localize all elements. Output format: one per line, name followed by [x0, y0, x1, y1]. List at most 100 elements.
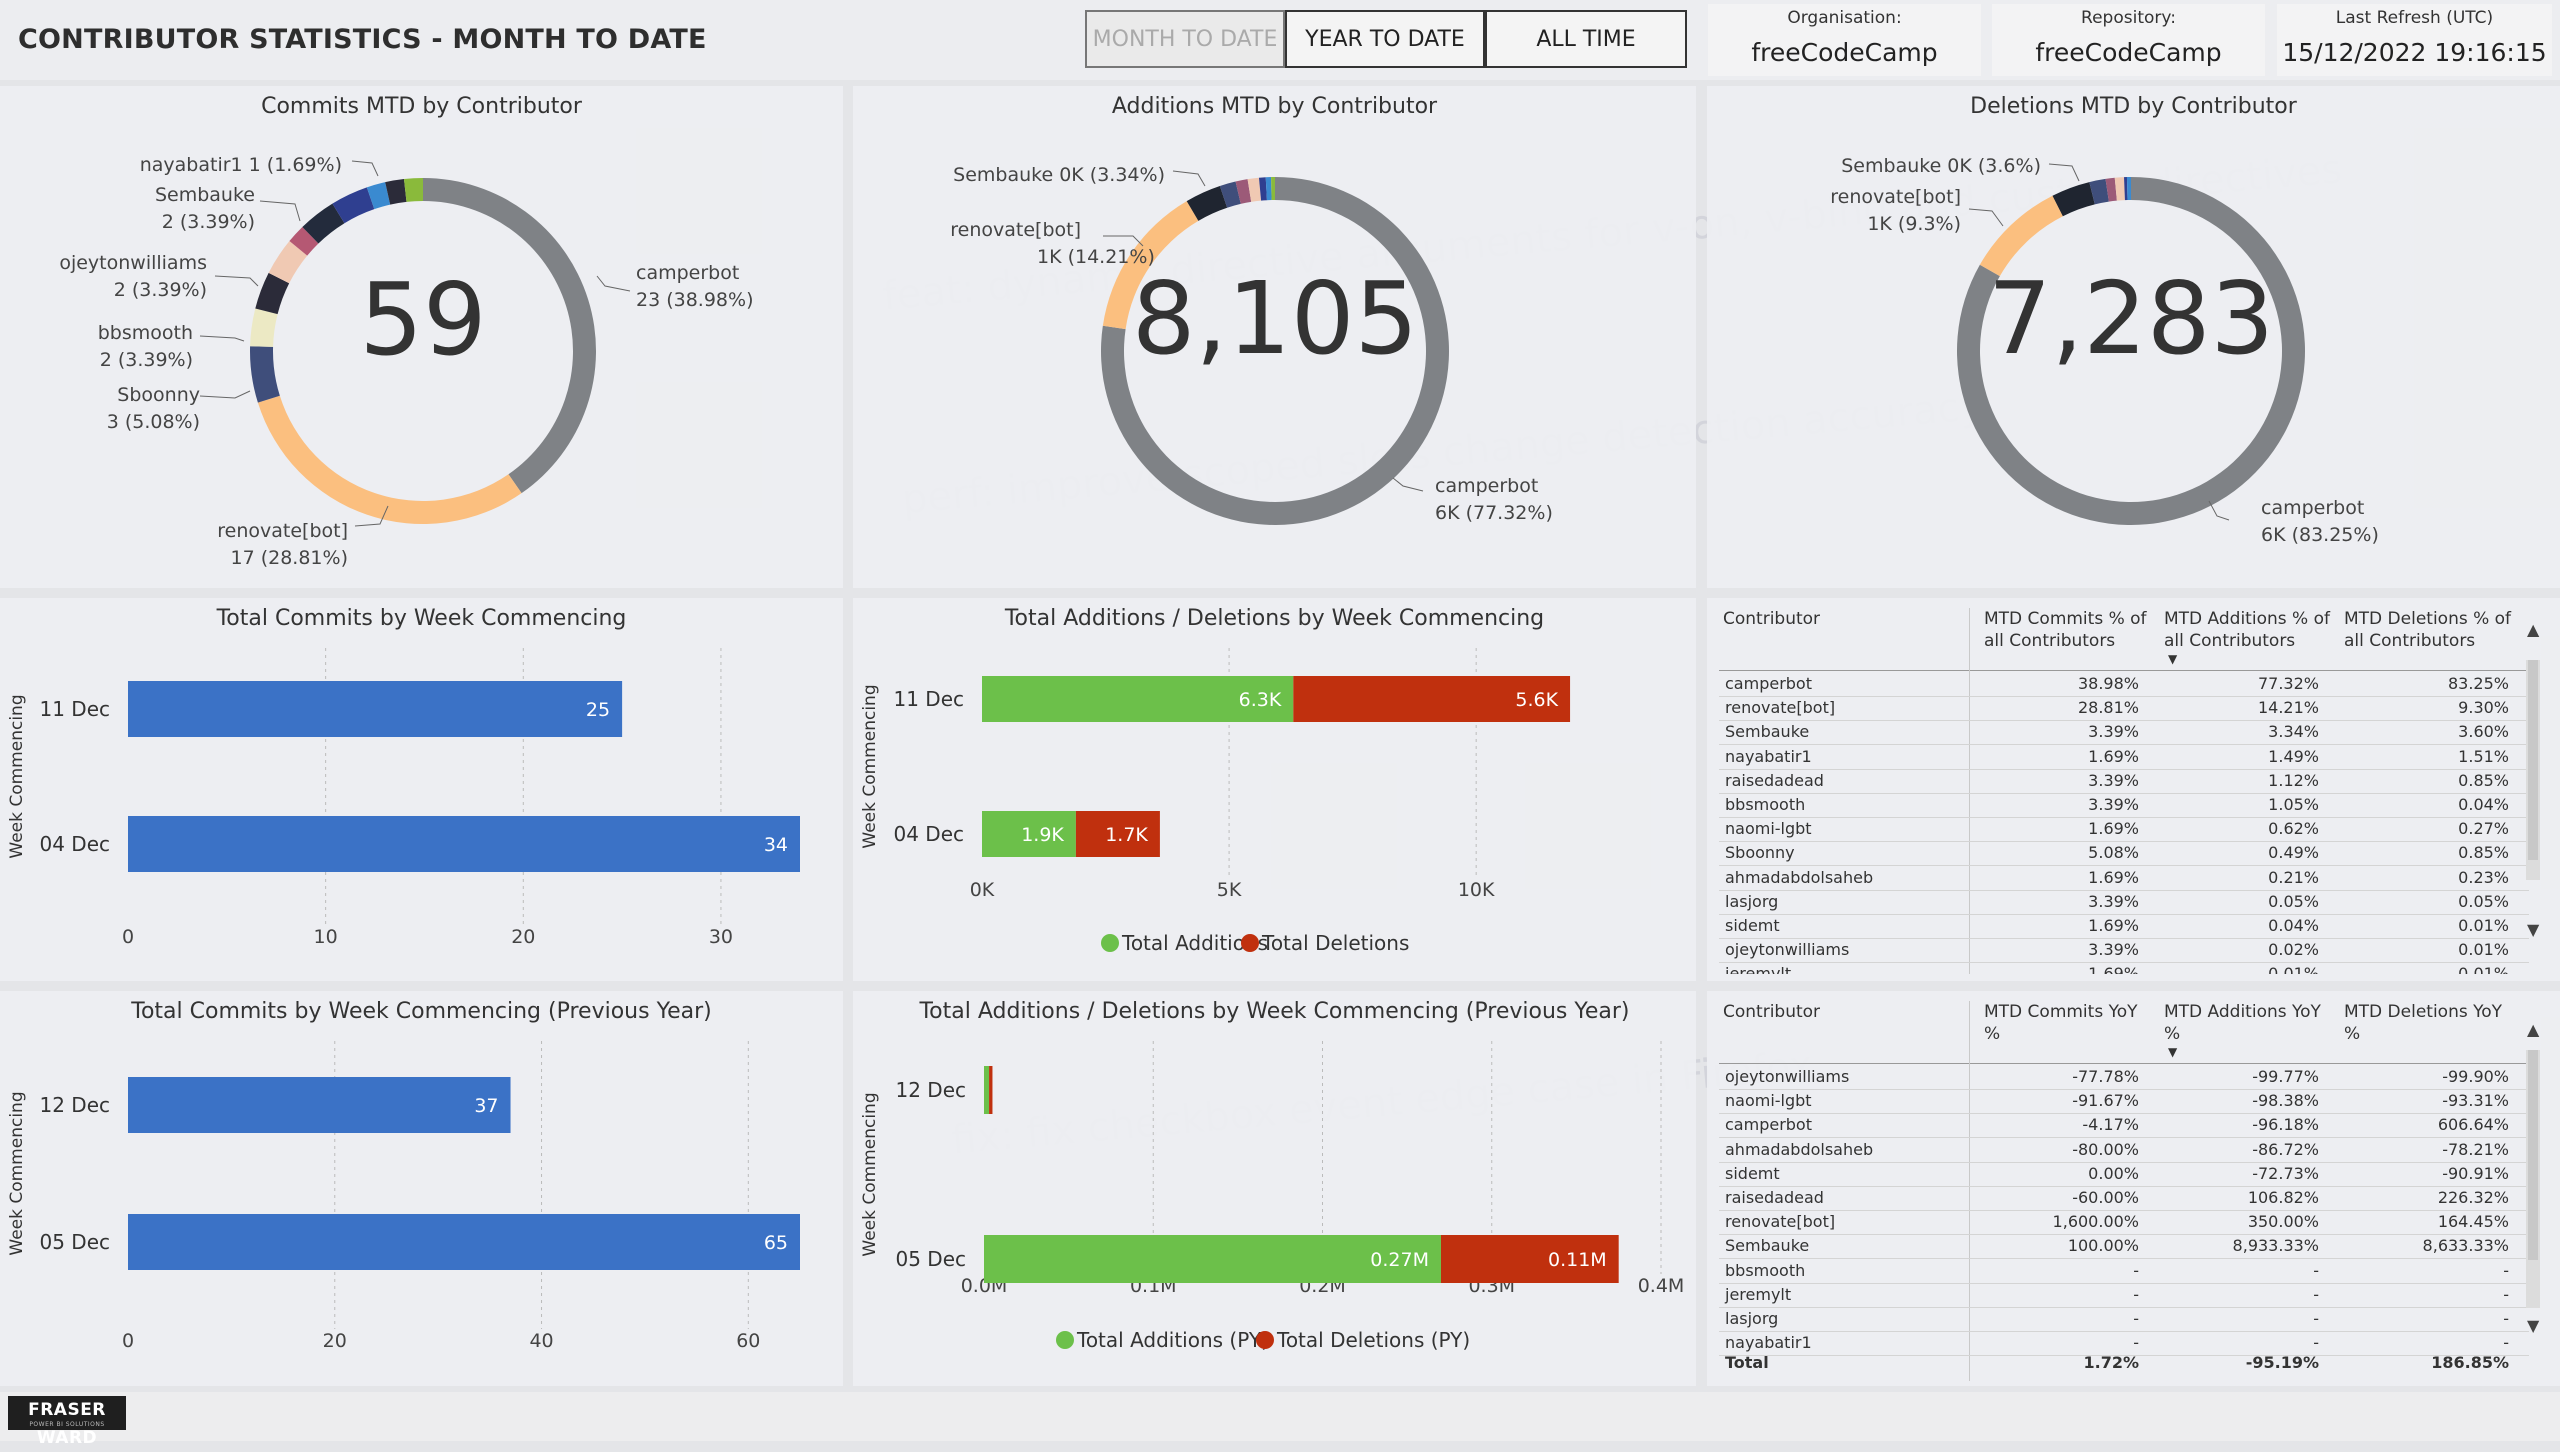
table-row[interactable]: ahmadabdolsaheb 1.69% 0.21% 0.23%	[1719, 866, 2529, 891]
table-row[interactable]: jeremylt - - -	[1719, 1283, 2529, 1308]
table-header-contributor[interactable]: Contributor	[1723, 609, 1821, 629]
donut-slice-sidemt[interactable]	[403, 178, 423, 202]
donut-slice-nayabatir1[interactable]	[289, 226, 319, 256]
bar-total-additions[interactable]	[982, 811, 1076, 857]
table-row[interactable]: ahmadabdolsaheb -80.00% -86.72% -78.21%	[1719, 1138, 2529, 1163]
donut-slice-ahmadabdolsaheb[interactable]	[385, 179, 407, 205]
table-header-contributor[interactable]: Contributor	[1723, 1002, 1821, 1022]
cell-value: 1.51%	[2458, 746, 2509, 766]
donut-slice-ojeytonwilliams[interactable]	[255, 272, 290, 315]
table-row[interactable]: Sembauke 3.39% 3.34% 3.60%	[1719, 720, 2529, 746]
table-header-mtd-commits-of-all-contributors[interactable]: MTD Commits % of all Contributors	[1984, 609, 2147, 651]
bar-total-additions[interactable]	[982, 676, 1294, 722]
legend-label-total-deletions-py[interactable]: Total Deletions (PY)	[1276, 1328, 1470, 1352]
bar-05-dec[interactable]	[128, 1214, 800, 1270]
additions-donut[interactable]	[1101, 177, 1449, 525]
table-row[interactable]: bbsmooth - - -	[1719, 1259, 2529, 1284]
scroll-down-icon[interactable]: ▼	[2527, 920, 2540, 939]
table-row[interactable]: nayabatir1 - - -	[1719, 1331, 2529, 1357]
bar-data-label: 0.27M	[1370, 1249, 1429, 1271]
bar-12-dec[interactable]	[128, 1077, 511, 1133]
donut-slice-sembauke[interactable]	[2052, 182, 2095, 217]
table-row[interactable]: bbsmooth 3.39% 1.05% 0.04%	[1719, 793, 2529, 818]
table-row[interactable]: Sboonny 5.08% 0.49% 0.85%	[1719, 841, 2529, 867]
table-row[interactable]: naomi-lgbt -91.67% -98.38% -93.31%	[1719, 1089, 2529, 1115]
yoy-table[interactable]: Contributor MTD Commits YoY % MTD Addition…	[1719, 1001, 2529, 1381]
table-row[interactable]: renovate[bot] 1,600.00% 350.00% 164.45%	[1719, 1210, 2529, 1236]
donut-slice-renovate-bot[interactable]	[1102, 201, 1199, 330]
bar-total-deletions-py[interactable]	[1440, 1235, 1619, 1283]
table-header-mtd-additions-yoy[interactable]: MTD Additions YoY %	[2164, 1002, 2321, 1044]
scroll-down-icon[interactable]: ▼	[2527, 1316, 2540, 1335]
bar-total-deletions[interactable]	[1293, 676, 1571, 722]
year-to-date-button[interactable]: YEAR TO DATE	[1285, 10, 1485, 68]
scroll-up-icon[interactable]: ▲	[2527, 1020, 2540, 1039]
cell-value: 0.01%	[2458, 940, 2509, 960]
sort-desc-icon[interactable]: ▼	[2168, 652, 2178, 666]
table-row[interactable]: ojeytonwilliams -77.78% -99.77% -99.90%	[1719, 1065, 2529, 1090]
donut-slice-lasjorg[interactable]	[332, 187, 375, 224]
table-row[interactable]: raisedadead 3.39% 1.12% 0.85%	[1719, 769, 2529, 794]
donut-slice-other[interactable]	[1271, 177, 1275, 201]
table-row[interactable]: lasjorg - - -	[1719, 1307, 2529, 1332]
page-title: CONTRIBUTOR STATISTICS - MONTH TO DATE	[18, 24, 707, 55]
table-row[interactable]: camperbot -4.17% -96.18% 606.64%	[1719, 1113, 2529, 1139]
scroll-up-icon[interactable]: ▲	[2527, 620, 2540, 639]
cell-contributor: sidemt	[1725, 1163, 1780, 1183]
deletions-donut[interactable]	[1957, 177, 2305, 526]
donut-slice-camperbot[interactable]	[423, 178, 596, 494]
donut-slice-renovate-bot[interactable]	[257, 395, 522, 524]
donut-slice-naomi-lgbt[interactable]	[1258, 177, 1267, 201]
bar-11-dec[interactable]	[128, 681, 623, 737]
table-row[interactable]: raisedadead -60.00% 106.82% 226.32%	[1719, 1186, 2529, 1211]
table-row[interactable]: Sembauke 100.00% 8,933.33% 8,633.33%	[1719, 1234, 2529, 1260]
donut-slice-sboonny[interactable]	[1265, 177, 1272, 201]
table-row[interactable]: jeremylt 1.69% 0.01% 0.01%	[1719, 962, 2529, 974]
table-row[interactable]: ojeytonwilliams 3.39% 0.02% 0.01%	[1719, 938, 2529, 964]
commits-donut[interactable]	[250, 178, 596, 524]
yoy-scrollbar[interactable]	[2526, 1050, 2540, 1308]
cell-value: 606.64%	[2437, 1115, 2509, 1135]
donut-slice-sembauke[interactable]	[268, 241, 308, 284]
bar-total-additions-py[interactable]	[984, 1235, 1441, 1283]
donut-slice-sboonny[interactable]	[250, 346, 280, 403]
table-row[interactable]: sidemt 0.00% -72.73% -90.91%	[1719, 1162, 2529, 1187]
month-to-date-button[interactable]: MONTH TO DATE	[1085, 10, 1285, 68]
table-row[interactable]: sidemt 1.69% 0.04% 0.01%	[1719, 914, 2529, 939]
yoy-scroll-thumb[interactable]	[2528, 1050, 2538, 1260]
donut-label-camperbot: camperbot	[1435, 475, 1538, 497]
sort-desc-icon[interactable]: ▼	[2168, 1045, 2178, 1059]
bar-total-additions-py[interactable]	[984, 1066, 990, 1114]
mtd-share-scroll-thumb[interactable]	[2528, 660, 2538, 860]
bar-total-deletions-py[interactable]	[989, 1066, 993, 1114]
donut-slice-naomi-lgbt[interactable]	[366, 182, 391, 210]
mtd-share-scrollbar[interactable]	[2526, 660, 2540, 880]
donut-slice-raisedadead[interactable]	[302, 203, 345, 244]
table-row[interactable]: naomi-lgbt 1.69% 0.62% 0.27%	[1719, 817, 2529, 843]
donut-slice-sembauke[interactable]	[1186, 185, 1228, 221]
table-row[interactable]: lasjorg 3.39% 0.05% 0.05%	[1719, 890, 2529, 915]
table-row[interactable]: camperbot 38.98% 77.32% 83.25%	[1719, 672, 2529, 697]
table-row[interactable]: renovate[bot] 28.81% 14.21% 9.30%	[1719, 696, 2529, 722]
table-row[interactable]: nayabatir1 1.69% 1.49% 1.51%	[1719, 745, 2529, 770]
table-header-mtd-deletions-yoy[interactable]: MTD Deletions YoY %	[2344, 1002, 2503, 1044]
donut-slice-bbsmooth[interactable]	[1247, 177, 1262, 202]
legend-label-total-deletions[interactable]: Total Deletions	[1261, 931, 1409, 955]
donut-slice-renovate-bot[interactable]	[1979, 195, 2063, 277]
donut-slice-other[interactable]	[2126, 177, 2131, 201]
donut-slice-raisedadead[interactable]	[2105, 177, 2117, 202]
legend-label-total-additions-py[interactable]: Total Additions (PY)	[1076, 1328, 1269, 1352]
donut-slice-nayabatir1[interactable]	[1219, 181, 1241, 208]
table-header-mtd-deletions-of-all-contributors[interactable]: MTD Deletions % of all Contributors	[2344, 609, 2512, 651]
table-header-mtd-additions-of-all-contributors[interactable]: MTD Additions % of all Contributors	[2164, 609, 2330, 651]
donut-slice-sboonny[interactable]	[2114, 177, 2125, 201]
donut-slice-naomi-lgbt[interactable]	[2124, 177, 2128, 201]
all-time-button[interactable]: ALL TIME	[1485, 10, 1687, 68]
bar-total-deletions[interactable]	[1075, 811, 1160, 857]
mtd-share-table[interactable]: Contributor MTD Commits % of all Contribu…	[1719, 608, 2529, 974]
bar-04-dec[interactable]	[128, 816, 800, 872]
table-header-mtd-commits-yoy[interactable]: MTD Commits YoY %	[1984, 1002, 2138, 1044]
donut-slice-bbsmooth[interactable]	[250, 308, 278, 347]
donut-slice-nayabatir1[interactable]	[2089, 178, 2109, 205]
donut-slice-raisedadead[interactable]	[1235, 179, 1252, 204]
